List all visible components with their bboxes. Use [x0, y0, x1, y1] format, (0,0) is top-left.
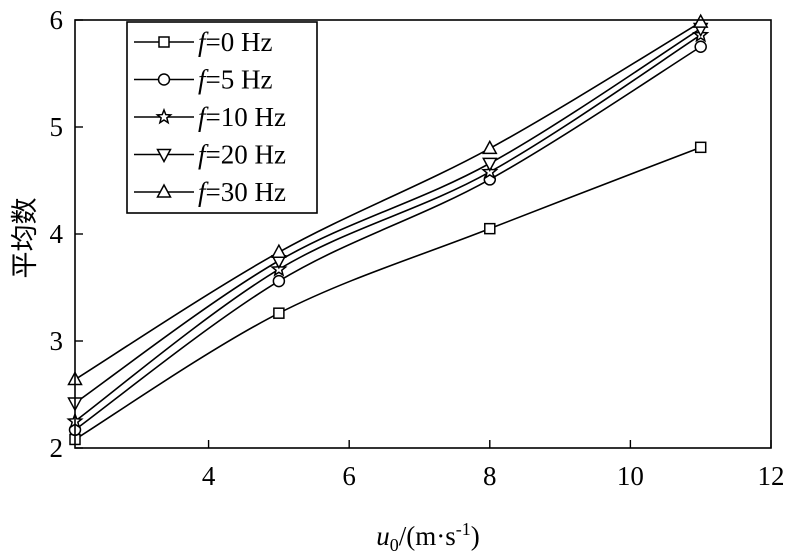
data-point-0-3	[694, 141, 707, 154]
data-point-1-3	[694, 40, 707, 53]
y-tick-label-4: 6	[50, 5, 64, 35]
legend-marker-1	[157, 73, 171, 86]
data-point-0-2	[484, 222, 496, 235]
legend-item-2: f=10 Hz	[134, 102, 286, 132]
legend-label-2: f=10 Hz	[198, 102, 286, 132]
series-line-4	[74, 21, 702, 381]
legend-label-3: f=20 Hz	[198, 140, 286, 170]
series-line-1	[74, 46, 702, 431]
legend-label-1: f=5 Hz	[198, 65, 272, 95]
data-point-4-3	[692, 13, 709, 28]
legend-marker-3	[156, 148, 172, 164]
data-point-3-2	[482, 157, 498, 172]
x-tick-label-1: 6	[342, 461, 356, 491]
series-3	[67, 22, 709, 412]
series-4	[67, 13, 709, 386]
legend: f=0 Hz f=5 Hz f=10 Hz f=20 Hz f=30 Hz	[126, 21, 318, 214]
data-point-4-1	[271, 243, 287, 258]
x-tick-label-3: 10	[617, 461, 644, 491]
legend-label-0: f=0 Hz	[198, 27, 272, 57]
legend-item-3: f=20 Hz	[134, 140, 286, 170]
y-tick-label-3: 5	[50, 112, 64, 142]
legend-marker-0	[158, 36, 170, 48]
legend-item-4: f=30 Hz	[134, 177, 286, 207]
x-tick-label-2: 8	[483, 461, 497, 491]
legend-label-4: f=30 Hz	[198, 177, 286, 207]
legend-marker-4	[156, 183, 172, 198]
y-axis-label: 平均数	[10, 198, 40, 279]
tick-layer: 4 6 8 10 12 2 3 4 5 6	[50, 5, 785, 491]
legend-marker-2	[155, 107, 173, 125]
y-tick-label-0: 2	[50, 433, 64, 463]
y-tick-label-1: 3	[50, 326, 64, 356]
series-layer	[66, 13, 710, 446]
x-tick-label-4: 12	[758, 461, 785, 491]
data-point-1-1	[272, 274, 286, 288]
x-tick-label-0: 4	[202, 461, 216, 491]
series-line-2	[74, 34, 702, 422]
series-line-0	[74, 146, 701, 441]
legend-item-0: f=0 Hz	[134, 27, 272, 57]
data-point-4-2	[482, 139, 498, 155]
y-tick-label-2: 4	[50, 219, 64, 249]
series-line-3	[74, 27, 702, 404]
x-axis-label: u0/(m·s-1)	[376, 519, 480, 555]
legend-item-1: f=5 Hz	[134, 65, 272, 95]
data-point-0-1	[273, 307, 285, 319]
